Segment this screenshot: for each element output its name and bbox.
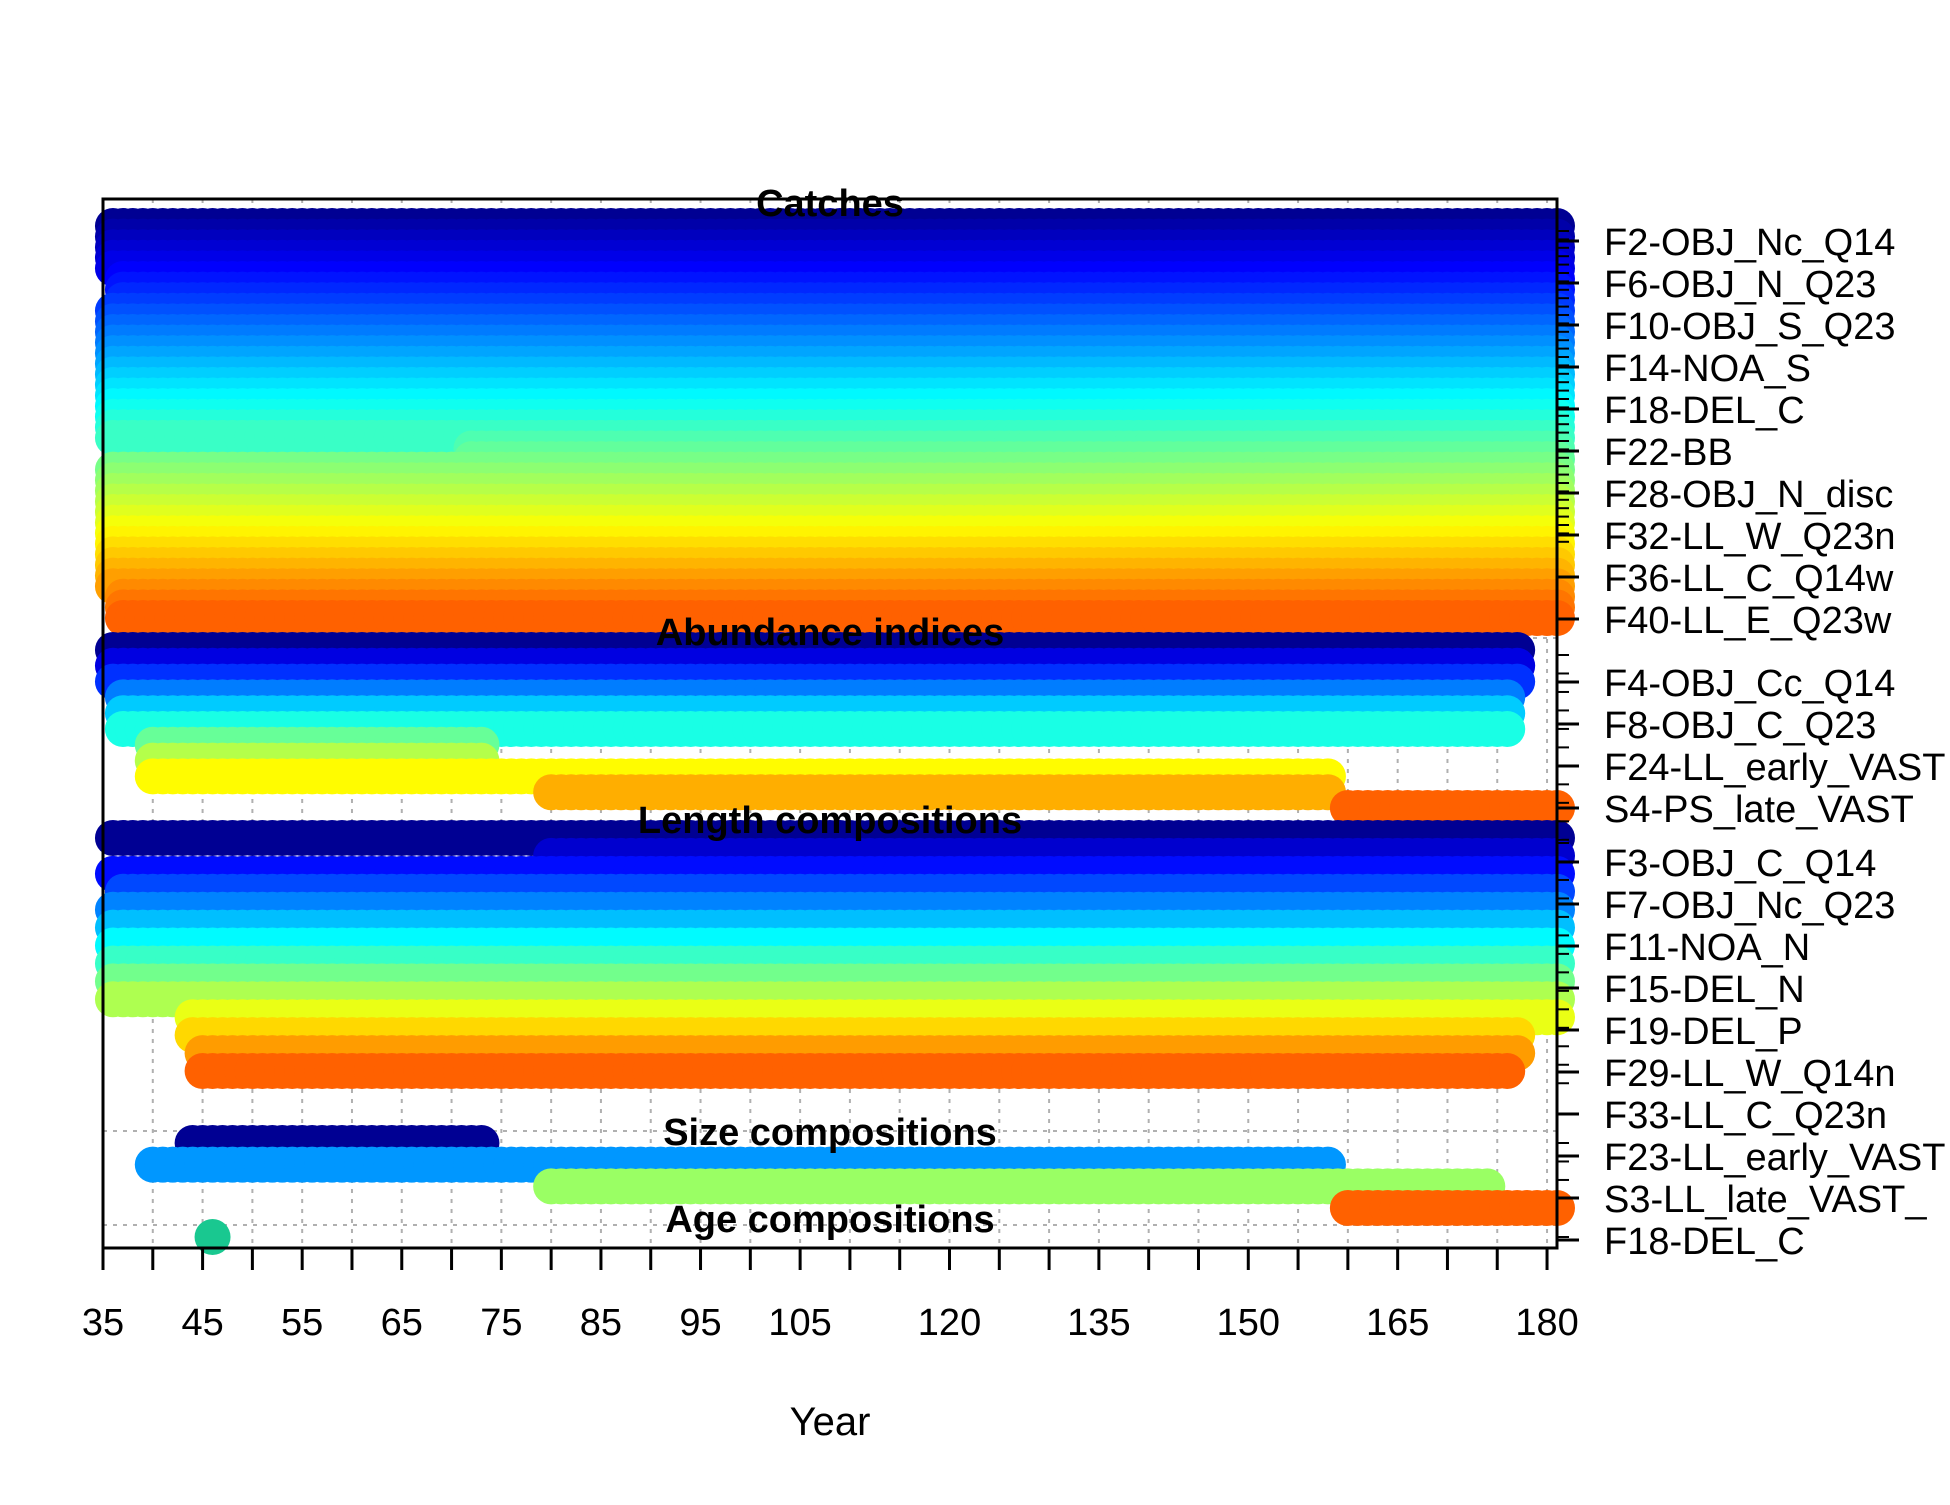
- data-points: [95, 208, 1575, 1255]
